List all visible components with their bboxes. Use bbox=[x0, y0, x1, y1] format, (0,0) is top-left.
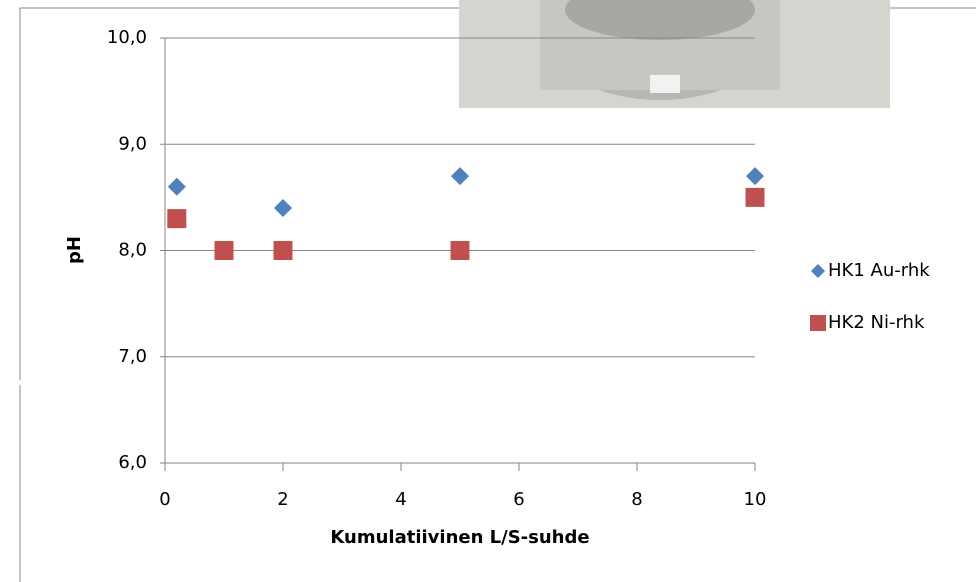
x-axis-title: Kumulatiivinen L/S-suhde bbox=[330, 527, 589, 548]
y-tick-label: 7,0 bbox=[118, 346, 147, 367]
y-tick-label: 8,0 bbox=[118, 240, 147, 261]
x-tick-label: 4 bbox=[395, 489, 406, 510]
y-axis-title: pH bbox=[64, 236, 85, 264]
chart: pH Kumulatiivinen L/S-suhde 6,0 7,0 8,0 9,0… bbox=[0, 0, 976, 582]
point bbox=[810, 315, 826, 331]
y-tick-label: 9,0 bbox=[118, 133, 147, 154]
y-tick-label: 10,0 bbox=[107, 27, 147, 48]
page: pH Kumulatiivinen L/S-suhde 6,0 7,0 8,0 9,0… bbox=[0, 0, 976, 582]
point bbox=[746, 188, 765, 207]
x-tick-label: 2 bbox=[277, 489, 288, 510]
x-tick-label: 10 bbox=[744, 489, 767, 510]
y-tick-label: 6,0 bbox=[118, 452, 147, 473]
x-tick-label: 0 bbox=[159, 489, 170, 510]
point bbox=[451, 241, 470, 260]
point bbox=[274, 241, 293, 260]
x-tick-label: 6 bbox=[513, 489, 524, 510]
point bbox=[215, 241, 234, 260]
photo bbox=[459, 0, 890, 108]
legend-label: HK1 Au-rhk bbox=[828, 260, 930, 281]
x-tick-label: 8 bbox=[631, 489, 642, 510]
legend-label: HK2 Ni-rhk bbox=[828, 312, 925, 333]
point bbox=[167, 209, 186, 228]
